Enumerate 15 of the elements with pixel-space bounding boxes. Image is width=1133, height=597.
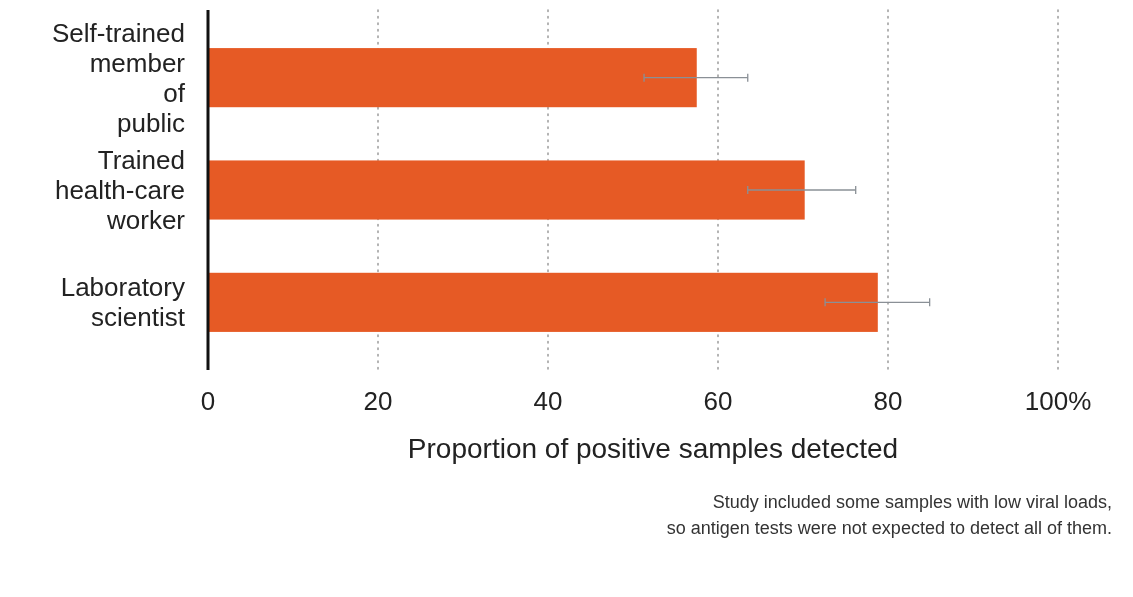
x-tick-label: 40	[533, 386, 563, 416]
x-tick-label: 80	[873, 386, 903, 416]
x-tick-label: 100%	[1024, 386, 1092, 416]
bar	[208, 272, 878, 332]
y-tick-label: Trained health-care worker	[54, 145, 186, 235]
x-tick-label: 0	[200, 386, 216, 416]
x-axis-title: Proportion of positive samples detected	[407, 433, 899, 464]
bar	[208, 48, 697, 108]
x-tick-label: 20	[363, 386, 393, 416]
y-tick-label: Laboratory scientist	[60, 272, 186, 333]
text: Study included some samples with low viral loads,	[712, 492, 1112, 512]
text: so antigen tests were not expected to detect all of them.	[666, 518, 1112, 538]
y-tick-label: Self-trained member of public	[52, 17, 186, 138]
x-tick-label: 60	[703, 386, 733, 416]
bar	[208, 160, 805, 220]
